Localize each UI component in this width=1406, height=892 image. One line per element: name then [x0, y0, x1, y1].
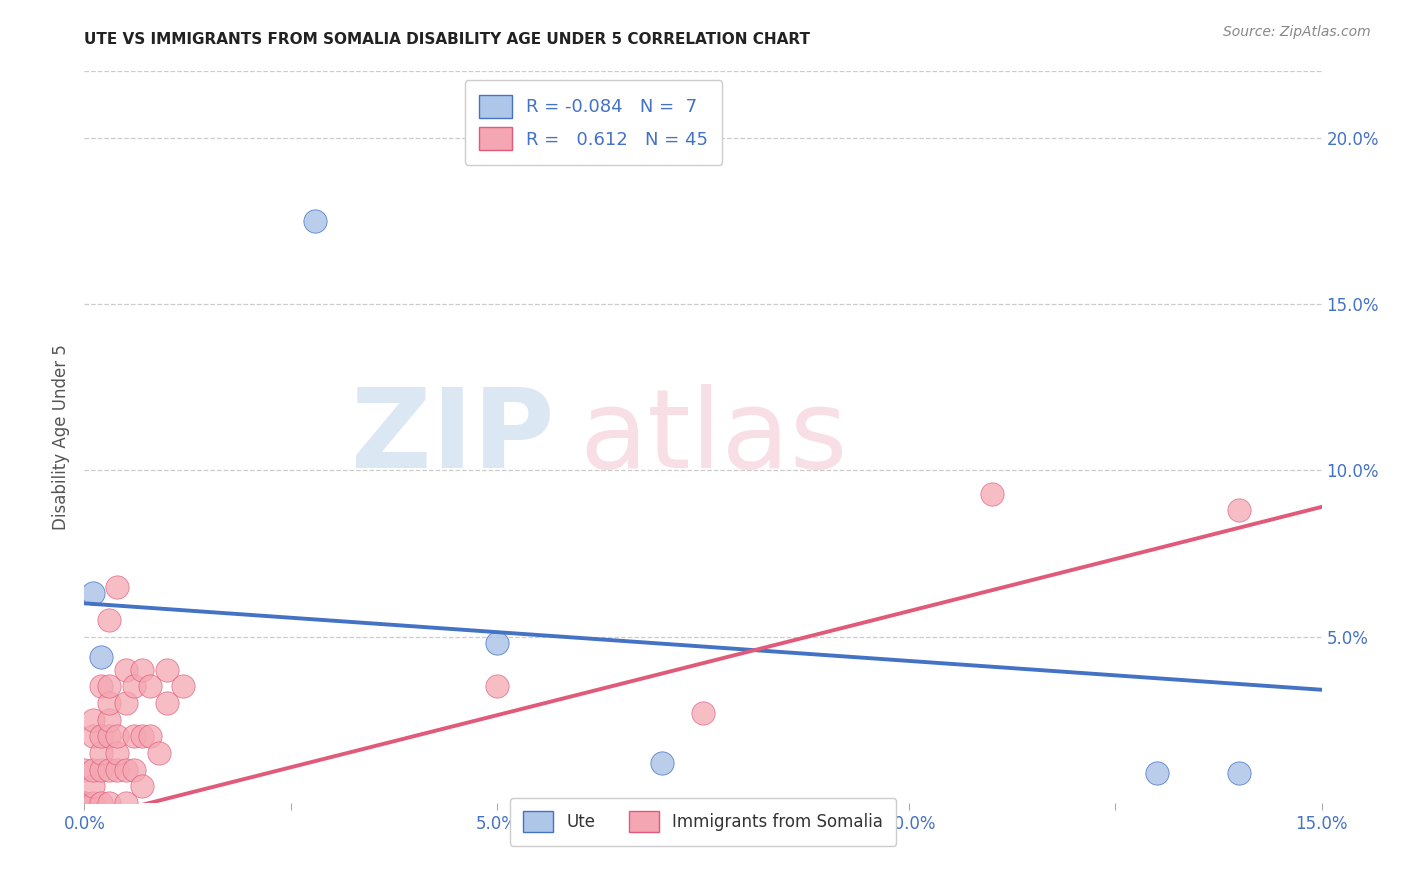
Point — [692, 706, 714, 720]
Point — [82, 796, 104, 810]
Point — [139, 729, 162, 743]
Point — [73, 796, 96, 810]
Text: UTE VS IMMIGRANTS FROM SOMALIA DISABILITY AGE UNDER 5 CORRELATION CHART: UTE VS IMMIGRANTS FROM SOMALIA DISABILIT… — [84, 31, 810, 46]
Point — [114, 696, 136, 710]
Legend: Ute, Immigrants from Somalia: Ute, Immigrants from Somalia — [510, 797, 896, 846]
Point — [98, 796, 121, 810]
Y-axis label: Disability Age Under 5: Disability Age Under 5 — [52, 344, 70, 530]
Point — [73, 796, 96, 810]
Point — [304, 214, 326, 228]
Point — [90, 746, 112, 760]
Point — [980, 486, 1002, 500]
Point — [1227, 503, 1250, 517]
Point — [122, 680, 145, 694]
Point — [73, 763, 96, 777]
Point — [90, 796, 112, 810]
Point — [90, 649, 112, 664]
Point — [98, 713, 121, 727]
Point — [485, 680, 508, 694]
Point — [131, 729, 153, 743]
Point — [131, 779, 153, 793]
Point — [98, 613, 121, 627]
Point — [73, 796, 96, 810]
Point — [1227, 765, 1250, 780]
Point — [122, 763, 145, 777]
Point — [98, 680, 121, 694]
Point — [122, 729, 145, 743]
Point — [105, 763, 128, 777]
Point — [114, 763, 136, 777]
Point — [82, 763, 104, 777]
Point — [105, 746, 128, 760]
Point — [82, 713, 104, 727]
Point — [98, 729, 121, 743]
Point — [105, 729, 128, 743]
Point — [90, 680, 112, 694]
Point — [651, 756, 673, 770]
Point — [90, 729, 112, 743]
Point — [485, 636, 508, 650]
Point — [105, 580, 128, 594]
Point — [139, 680, 162, 694]
Point — [1146, 765, 1168, 780]
Point — [82, 586, 104, 600]
Point — [114, 796, 136, 810]
Point — [98, 763, 121, 777]
Text: ZIP: ZIP — [352, 384, 554, 491]
Point — [148, 746, 170, 760]
Text: Source: ZipAtlas.com: Source: ZipAtlas.com — [1223, 25, 1371, 39]
Point — [98, 696, 121, 710]
Point — [82, 729, 104, 743]
Point — [156, 663, 179, 677]
Point — [131, 663, 153, 677]
Point — [114, 663, 136, 677]
Point — [90, 763, 112, 777]
Point — [172, 680, 194, 694]
Point — [82, 779, 104, 793]
Point — [156, 696, 179, 710]
Text: atlas: atlas — [579, 384, 848, 491]
